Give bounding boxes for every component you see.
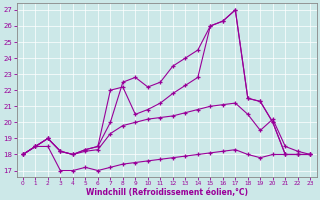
- X-axis label: Windchill (Refroidissement éolien,°C): Windchill (Refroidissement éolien,°C): [85, 188, 248, 197]
